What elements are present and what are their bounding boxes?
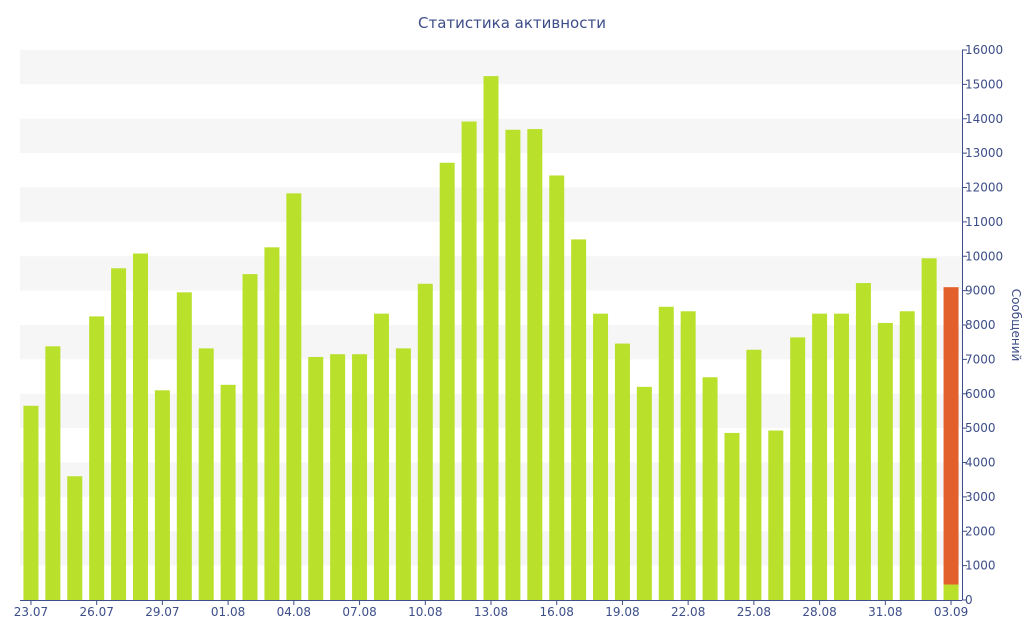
bar	[921, 258, 937, 600]
bar	[549, 175, 565, 600]
x-tick-label: 03.09	[934, 605, 968, 619]
x-tick-label: 26.07	[79, 605, 113, 619]
bar	[111, 268, 127, 600]
bar	[943, 584, 959, 600]
bar	[834, 313, 850, 600]
bar	[812, 313, 828, 600]
bar	[330, 354, 346, 600]
y-tick-label: 6000	[965, 387, 996, 401]
bar	[680, 311, 696, 600]
x-tick-label: 23.07	[14, 605, 48, 619]
x-tick-label: 16.08	[540, 605, 574, 619]
bar	[658, 306, 674, 600]
bar	[308, 356, 324, 600]
bar	[746, 349, 762, 600]
bar	[352, 354, 368, 600]
x-tick-label: 28.08	[802, 605, 836, 619]
y-tick-label: 15000	[965, 77, 1003, 91]
bar	[176, 292, 192, 600]
x-tick-label: 13.08	[474, 605, 508, 619]
y-tick-label: 9000	[965, 284, 996, 298]
chart-title: Статистика активности	[418, 14, 606, 32]
x-tick-label: 31.08	[868, 605, 902, 619]
y-tick-label: 5000	[965, 421, 996, 435]
bar	[571, 239, 587, 600]
bar	[614, 343, 630, 600]
bar	[395, 348, 411, 600]
bar	[417, 283, 433, 600]
bar	[899, 311, 915, 600]
y-tick-label: 13000	[965, 146, 1003, 160]
y-tick-label: 1000	[965, 559, 996, 573]
bar	[724, 432, 740, 600]
y-tick-label: 14000	[965, 112, 1003, 126]
bar	[23, 405, 39, 600]
bar	[198, 348, 214, 600]
bar	[439, 162, 455, 600]
y-tick-label: 11000	[965, 215, 1003, 229]
bar	[220, 384, 236, 600]
bar	[768, 430, 784, 600]
x-tick-label: 29.07	[145, 605, 179, 619]
bar	[373, 313, 389, 600]
bar	[877, 322, 893, 600]
bar	[483, 76, 499, 600]
x-tick-label: 07.08	[342, 605, 376, 619]
y-tick-label: 3000	[965, 490, 996, 504]
bar	[132, 253, 148, 600]
bar	[527, 129, 543, 600]
y-tick-label: 0	[965, 593, 973, 607]
bar	[67, 476, 83, 600]
bar	[242, 274, 258, 600]
x-tick-label: 25.08	[737, 605, 771, 619]
bar	[461, 121, 477, 600]
x-tick-label: 04.08	[277, 605, 311, 619]
x-tick-label: 10.08	[408, 605, 442, 619]
bars	[23, 76, 959, 600]
bar	[286, 193, 302, 600]
y-tick-label: 7000	[965, 352, 996, 366]
y-axis-title: Сообщений	[1009, 289, 1023, 362]
y-tick-label: 2000	[965, 524, 996, 538]
axes: 0 1000 2000 3000 4000 5000 6000 7000 8000 9000 100…	[14, 43, 1003, 619]
bar	[593, 313, 609, 600]
bar	[855, 283, 871, 600]
x-tick-label: 19.08	[605, 605, 639, 619]
bar	[943, 287, 959, 585]
bar	[790, 337, 806, 600]
y-tick-label: 16000	[965, 43, 1003, 57]
y-tick-label: 10000	[965, 249, 1003, 263]
bar	[264, 247, 280, 600]
bar	[702, 377, 718, 600]
bar	[89, 316, 105, 600]
x-tick-label: 22.08	[671, 605, 705, 619]
y-tick-label: 12000	[965, 181, 1003, 195]
bar	[45, 346, 61, 600]
bar	[505, 129, 521, 600]
y-tick-label: 8000	[965, 318, 996, 332]
x-tick-label: 01.08	[211, 605, 245, 619]
bar	[636, 386, 652, 600]
bar	[154, 390, 170, 600]
y-tick-label: 4000	[965, 456, 996, 470]
